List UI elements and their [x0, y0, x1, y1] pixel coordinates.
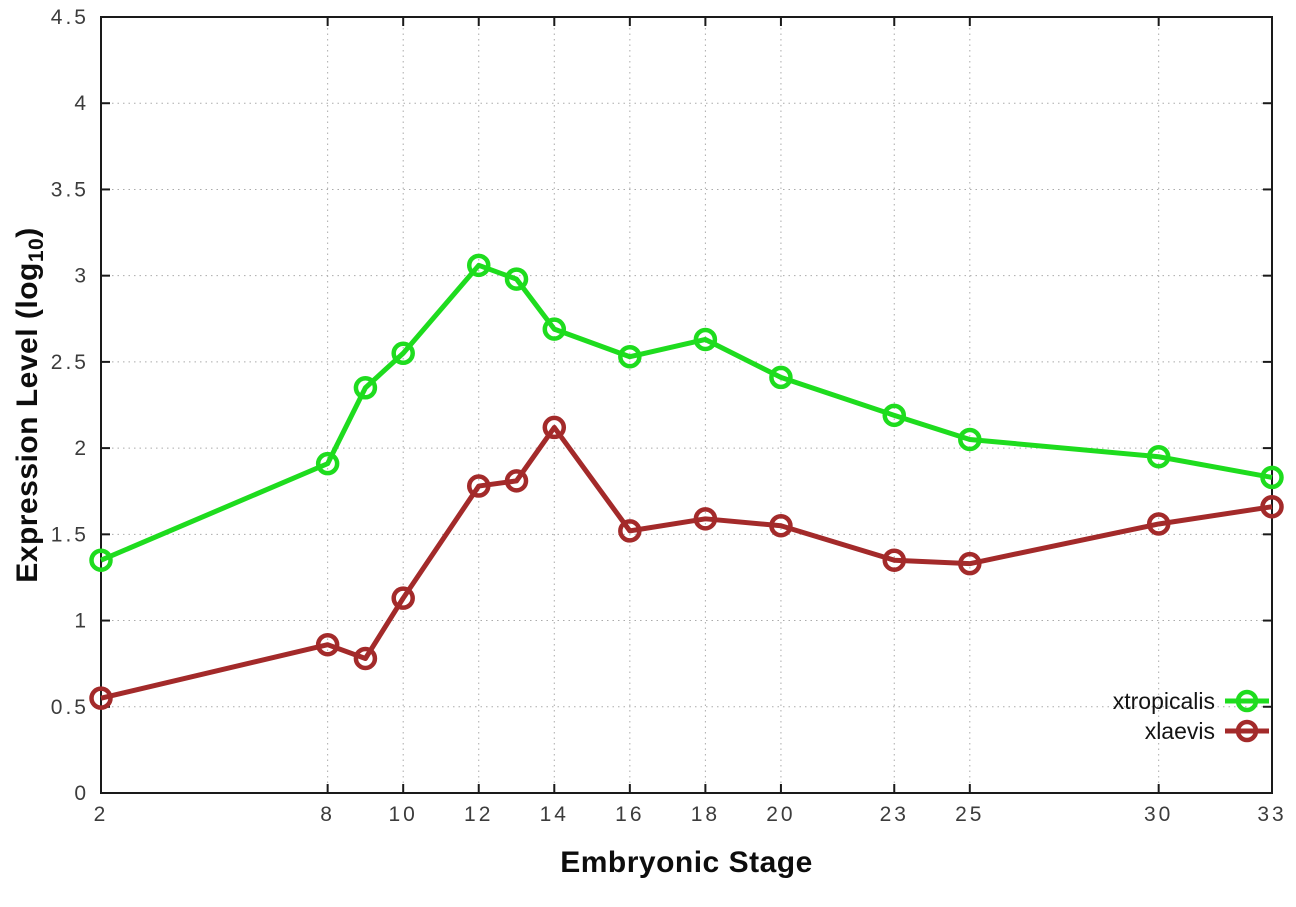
plot-border	[100, 16, 1273, 794]
x-tick-label: 23	[880, 803, 909, 826]
y-tick-label: 4	[74, 92, 89, 115]
data-point-xtropicalis	[315, 451, 340, 476]
data-point-xtropicalis	[89, 548, 113, 572]
x-tick-label: 25	[955, 803, 984, 826]
legend-item-xlaevis: xlaevis	[1145, 716, 1270, 746]
y-axis-title-text: Expression Level (log	[11, 262, 44, 583]
data-point-xtropicalis	[1260, 465, 1284, 490]
data-point-xtropicalis	[958, 427, 982, 452]
x-tick-label: 20	[766, 803, 795, 826]
x-tick-label: 8	[320, 803, 335, 826]
data-point-xtropicalis	[542, 317, 567, 341]
x-axis-title: Embryonic Stage	[560, 846, 813, 879]
x-tick-label: 2	[94, 803, 109, 826]
legend-marker-xlaevis	[1225, 719, 1269, 743]
y-tick-label: 3	[74, 265, 89, 288]
data-point-xtropicalis	[466, 253, 491, 278]
data-point-xlaevis	[353, 646, 378, 671]
data-point-xlaevis	[315, 632, 340, 657]
y-tick-label: 0	[74, 782, 89, 805]
data-point-xlaevis	[391, 586, 415, 610]
data-point-xlaevis	[89, 686, 113, 710]
x-tick-label: 10	[389, 803, 418, 826]
x-tick-label: 33	[1257, 803, 1286, 826]
legend-marker-xtropicalis	[1225, 689, 1269, 713]
y-tick-label: 1	[74, 610, 89, 633]
data-point-xtropicalis	[882, 403, 907, 428]
data-point-xtropicalis	[618, 344, 642, 369]
y-tick-label: 4.5	[51, 6, 89, 29]
x-tick-label: 14	[540, 803, 569, 826]
y-axis-title-close: )	[11, 227, 44, 238]
data-point-xtropicalis	[504, 267, 529, 291]
data-point-xlaevis	[769, 513, 793, 538]
data-point-xlaevis	[1146, 512, 1171, 536]
y-axis-title: Expression Level (log10)	[6, 17, 50, 793]
data-point-xlaevis	[466, 474, 491, 498]
data-point-xtropicalis	[391, 341, 415, 366]
series-line-xlaevis	[100, 424, 1273, 701]
legend-label-xlaevis: xlaevis	[1144, 718, 1215, 744]
data-point-xtropicalis	[353, 376, 378, 400]
legend-label-xtropicalis: xtropicalis	[1112, 688, 1215, 714]
data-point-xtropicalis	[769, 365, 793, 390]
y-tick-label: 2.5	[51, 351, 89, 374]
data-point-xlaevis	[693, 507, 718, 531]
y-tick-label: 0.5	[51, 696, 89, 719]
data-point-xlaevis	[882, 548, 907, 572]
data-point-xlaevis	[504, 469, 529, 493]
y-axis-title-subscript: 10	[25, 237, 48, 263]
y-tick-label: 1.5	[51, 523, 89, 546]
data-point-xtropicalis	[693, 327, 718, 352]
x-tick-label: 18	[691, 803, 720, 826]
x-tick-label: 16	[615, 803, 644, 826]
x-tick-label: 12	[464, 803, 493, 826]
data-point-xlaevis	[618, 519, 642, 543]
legend: xtropicalis xlaevis	[1113, 686, 1270, 746]
data-point-xtropicalis	[1146, 444, 1171, 469]
y-tick-label: 2	[74, 437, 89, 460]
series-line-xtropicalis	[100, 262, 1273, 563]
data-point-xlaevis	[1260, 494, 1284, 519]
legend-item-xtropicalis: xtropicalis	[1113, 686, 1270, 716]
data-point-xlaevis	[542, 415, 567, 440]
y-tick-label: 3.5	[51, 178, 89, 201]
data-point-xlaevis	[958, 551, 982, 576]
x-tick-label: 30	[1144, 803, 1173, 826]
